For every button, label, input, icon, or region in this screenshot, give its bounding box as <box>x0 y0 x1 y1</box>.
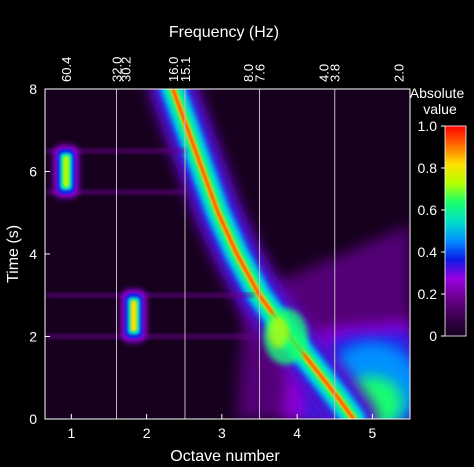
colorbar-tick-label: 0.2 <box>418 286 438 302</box>
colorbar-tick-label: 0.8 <box>418 160 438 176</box>
x-tick-label: 3 <box>218 425 226 441</box>
y-tick-label: 4 <box>29 246 37 262</box>
burst-streak <box>45 293 254 298</box>
colorbar-title-line-2: value <box>423 101 457 117</box>
burst-streak <box>45 334 254 339</box>
y-tick-label: 2 <box>29 329 37 345</box>
frequency-tick-label: 30.2 <box>119 57 134 82</box>
heatmap-layers <box>45 89 410 419</box>
frequency-tick-labels: 60.4 32.030.2 16.015.1 8.07.6 4.03.8 2.0 <box>59 57 407 82</box>
x-axis-title: Octave number <box>170 448 280 465</box>
burst-streak <box>45 148 187 153</box>
frequency-tick-label: 3.8 <box>328 64 343 82</box>
colorbar-title-line-1: Absolute <box>410 85 465 101</box>
frequency-tick-label: 15.1 <box>178 57 193 82</box>
frequency-tick-label: 60.4 <box>59 57 74 82</box>
x-tick-label: 4 <box>293 425 301 441</box>
frequency-tick-label: 7.6 <box>252 64 267 82</box>
colorbar-ticks: 0 0.2 0.4 0.6 0.8 1.0 <box>418 118 445 344</box>
y-tick-label: 0 <box>29 411 37 427</box>
octave-boundary-lines <box>115 89 336 419</box>
y-tick-label: 8 <box>29 81 37 97</box>
chirp-red-core <box>171 89 355 419</box>
colorbar-tick-label: 0.6 <box>418 202 438 218</box>
burst-core <box>130 300 137 332</box>
x-tick-label: 1 <box>67 425 75 441</box>
x-tick-label: 2 <box>143 425 151 441</box>
colorbar <box>444 125 467 337</box>
y-tick-label: 6 <box>29 164 37 180</box>
burst-core <box>63 155 70 188</box>
colorbar-tick-label: 0 <box>429 328 437 344</box>
y-axis-title: Time (s) <box>5 225 22 283</box>
frequency-tick-label: 32.0 <box>109 57 124 82</box>
frequency-tick-label: 16.0 <box>166 57 181 82</box>
frequency-tick-label: 4.0 <box>316 64 331 82</box>
colorbar-tick-label: 0.4 <box>418 244 438 260</box>
frequency-tick-label: 2.0 <box>392 64 407 82</box>
burst-streak <box>45 190 187 195</box>
x-tick-label: 5 <box>368 425 376 441</box>
chirp-lobe-core <box>268 316 289 349</box>
x-axis-ticks: 1 2 3 4 5 <box>67 414 376 441</box>
frequency-axis-title: Frequency (Hz) <box>169 24 279 41</box>
frequency-tick-label: 8.0 <box>241 64 256 82</box>
y-axis-ticks: 0 2 4 6 8 <box>29 81 50 427</box>
colorbar-tick-label: 1.0 <box>418 118 438 134</box>
